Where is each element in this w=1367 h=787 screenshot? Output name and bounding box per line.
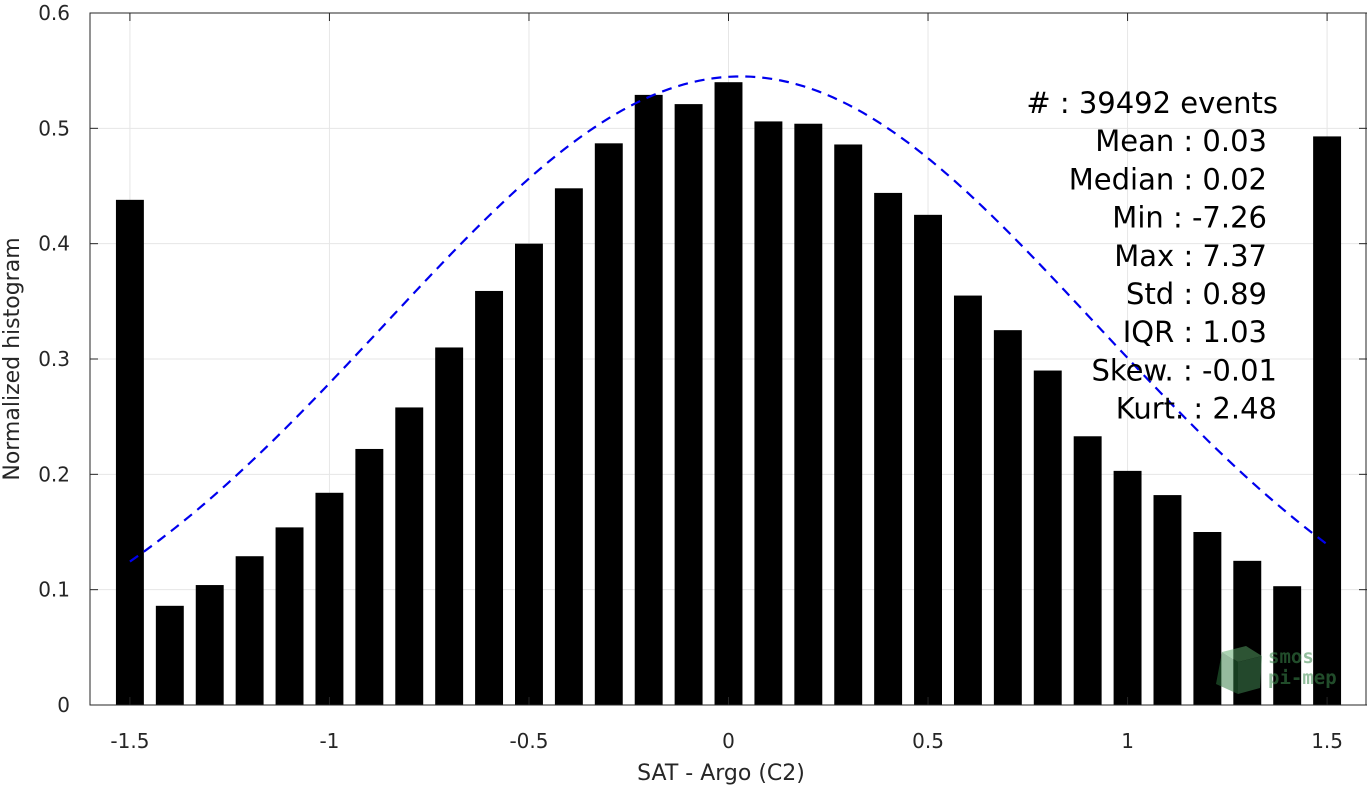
y-tick-label: 0.5: [38, 116, 70, 140]
stat-line: Max : 7.37: [1114, 239, 1267, 273]
y-tick-label: 0.3: [38, 347, 70, 371]
histogram-bar: [874, 192, 903, 706]
stat-line: Mean : 0.03: [1095, 124, 1267, 158]
histogram-bar: [554, 188, 583, 706]
histogram-bar: [594, 143, 623, 705]
histogram-bar: [754, 121, 783, 705]
x-tick-label: 1.5: [1311, 729, 1343, 753]
y-tick-label: 0.2: [38, 462, 70, 486]
histogram-bar: [435, 347, 464, 705]
stat-line: Min : -7.26: [1112, 201, 1267, 235]
x-tick-label: 0: [722, 729, 735, 753]
histogram-bar: [1033, 370, 1062, 705]
histogram-bar: [714, 82, 743, 705]
watermark-line1: smos: [1268, 646, 1314, 668]
histogram-bar: [235, 556, 264, 705]
x-tick-label: 0.5: [912, 729, 944, 753]
histogram-bar: [395, 407, 424, 705]
x-tick-label: -1.5: [110, 729, 149, 753]
y-tick-label: 0: [57, 693, 70, 717]
histogram-bar: [1193, 532, 1222, 705]
x-tick-label: -1: [319, 729, 339, 753]
watermark-line2: pi-mep: [1268, 667, 1337, 689]
stat-line: Skew. : -0.01: [1091, 353, 1277, 387]
histogram-bar: [834, 144, 863, 706]
histogram-bar: [115, 199, 144, 705]
histogram-bar: [674, 104, 703, 705]
y-tick-label: 0.4: [38, 232, 70, 256]
x-axis-title: SAT - Argo (C2): [637, 761, 805, 786]
histogram-bar: [355, 448, 384, 705]
stat-line: IQR : 1.03: [1123, 315, 1267, 349]
x-tick-label: -0.5: [509, 729, 548, 753]
histogram-bar: [1113, 470, 1142, 705]
stat-line: Std : 0.89: [1126, 277, 1267, 311]
stat-line: Median : 0.02: [1069, 162, 1267, 196]
ticks-layer: -1.5 -1 -0.5 0 0.5 1 1.5 0 0.1 0.2 0.3 0.4 0.5 0.6: [38, 1, 1367, 753]
histogram-bar: [315, 492, 344, 705]
stat-line: Kurt. : 2.48: [1116, 392, 1277, 426]
y-axis-title: Normalized histogram: [0, 237, 25, 480]
watermark: smos pi-mep: [1216, 646, 1337, 694]
y-tick-label: 0.1: [38, 578, 70, 602]
histogram-bar: [634, 94, 663, 706]
x-tick-label: 1: [1121, 729, 1134, 753]
histogram-bar: [794, 123, 823, 706]
histogram-bar: [475, 290, 504, 705]
histogram-bar: [515, 243, 543, 705]
bars-layer: [115, 82, 1342, 706]
histogram-bar: [1073, 436, 1102, 705]
stat-line: # : 39492 events: [1026, 86, 1278, 120]
histogram-bar: [1273, 586, 1302, 705]
histogram-bar: [953, 295, 982, 705]
histogram-bar: [1153, 495, 1182, 705]
histogram-bar: [195, 585, 224, 705]
histogram-bar: [275, 527, 304, 705]
stats-box: # : 39492 events Mean : 0.03 Median : 0.02…: [1026, 86, 1278, 426]
gaussian-fit-curve: [129, 75, 1328, 563]
cube-logo-icon: [1216, 646, 1262, 694]
histogram-bar: [1313, 136, 1342, 705]
histogram-bar: [993, 330, 1022, 705]
histogram-bar: [155, 605, 184, 705]
histogram-bar: [914, 214, 942, 706]
y-tick-label: 0.6: [38, 1, 70, 25]
